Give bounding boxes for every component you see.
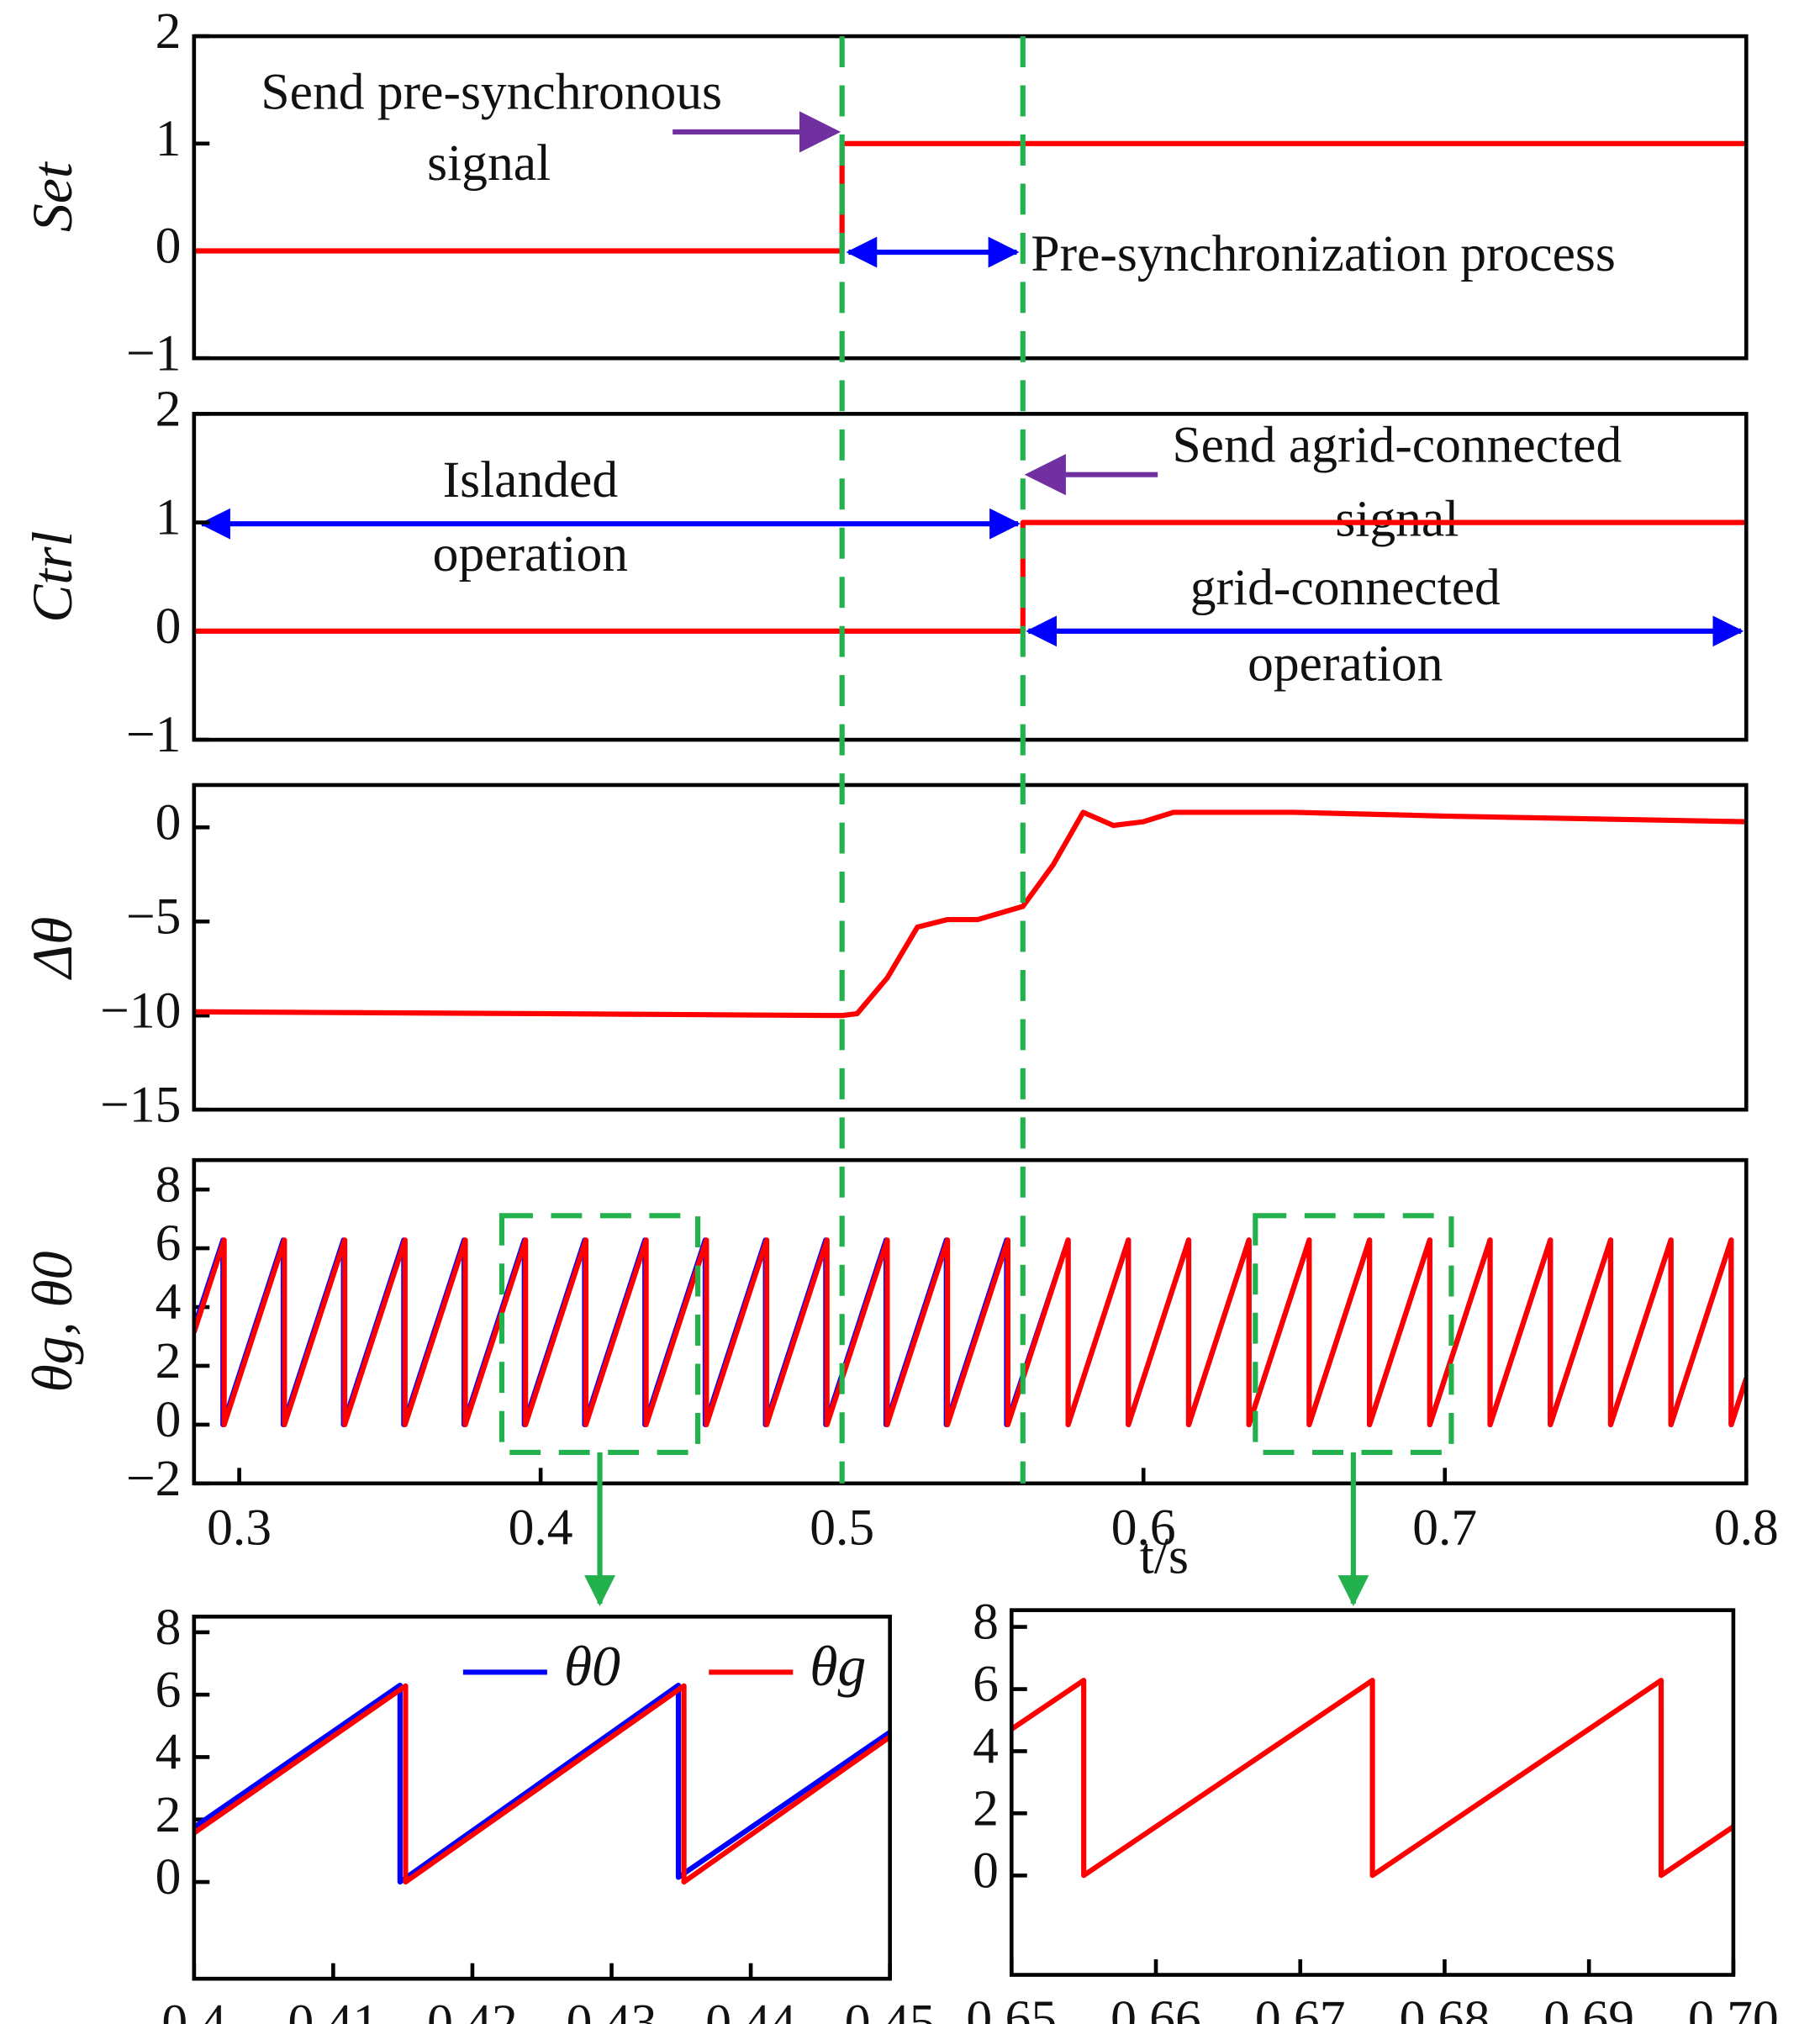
annotation: Islanded <box>443 451 619 509</box>
y-tick-label: 1 <box>156 110 182 167</box>
y-tick-label: 8 <box>973 1594 999 1651</box>
x-tick-label: 0.4 <box>161 1995 226 2024</box>
annotation: Pre-synchronization process <box>1031 225 1615 282</box>
x-tick-label: 0.42 <box>427 1995 518 2024</box>
x-tick-label: 0.7 <box>1412 1499 1477 1556</box>
annotation: operation <box>433 525 628 582</box>
x-tick-label: 0.69 <box>1543 1990 1634 2024</box>
y-tick-label: 4 <box>156 1273 182 1331</box>
annotation: operation <box>1248 635 1443 693</box>
y-tick-label: −2 <box>126 1450 181 1507</box>
plot-frame <box>1009 1608 1736 1977</box>
annotation: signal <box>427 134 551 192</box>
x-tick-label: 0.8 <box>1714 1499 1779 1556</box>
y-tick-label: −1 <box>126 324 181 382</box>
y-tick-label: 6 <box>156 1215 182 1272</box>
legend-label: θ0 <box>564 1635 620 1698</box>
annotation: signal <box>1335 490 1459 547</box>
x-tick-label: 0.45 <box>845 1995 936 2024</box>
series-line <box>193 1683 890 1885</box>
x-tick-label: 0.44 <box>705 1995 796 2024</box>
x-tick-label: 0.43 <box>567 1995 657 2024</box>
y-tick-label: 6 <box>156 1661 182 1718</box>
y-tick-label: −5 <box>126 888 181 945</box>
annotation: Send pre-synchronous <box>261 64 722 121</box>
x-axis-label: t/s <box>1140 1527 1189 1584</box>
y-tick-label: 0 <box>156 1391 182 1448</box>
x-tick-label: 0.41 <box>288 1995 379 2024</box>
zoom-box <box>499 1213 701 1455</box>
plot-frame <box>192 34 1749 361</box>
y-tick-label: 2 <box>156 1332 182 1389</box>
y-axis-label: Ctrl <box>21 531 84 623</box>
y-tick-label: 0 <box>156 1848 182 1905</box>
zoom-box <box>1253 1213 1454 1455</box>
y-tick-label: 8 <box>156 1156 182 1213</box>
x-tick-label: 0.70 <box>1688 1990 1779 2024</box>
y-tick-label: −10 <box>100 982 181 1039</box>
series-line <box>193 1682 890 1885</box>
y-tick-label: −1 <box>126 706 181 763</box>
series-line <box>193 1237 1747 1427</box>
y-tick-label: 4 <box>973 1718 999 1775</box>
y-tick-label: 2 <box>156 1786 182 1843</box>
y-tick-label: 0 <box>156 218 182 275</box>
y-axis-label: θg, θ0 <box>21 1251 84 1392</box>
x-tick-label: 0.6 <box>1111 1499 1176 1556</box>
x-tick-label: 0.5 <box>810 1499 874 1556</box>
y-tick-label: 2 <box>156 3 182 60</box>
y-tick-label: 8 <box>156 1599 182 1656</box>
y-tick-label: 0 <box>156 793 182 851</box>
series-line <box>193 1237 1747 1427</box>
plot-frame <box>192 1157 1749 1486</box>
annotation: Send agrid-connected <box>1172 417 1622 474</box>
y-tick-label: 2 <box>973 1779 999 1837</box>
y-axis-label: Δθ <box>21 917 84 981</box>
y-tick-label: 4 <box>156 1724 182 1781</box>
series-line <box>1011 1678 1733 1879</box>
annotation: grid-connected <box>1190 559 1501 616</box>
x-tick-label: 0.68 <box>1400 1990 1490 2024</box>
y-tick-label: 6 <box>973 1656 999 1713</box>
series-line <box>193 809 1747 1019</box>
plot-frame <box>192 1615 892 1981</box>
y-tick-label: 0 <box>973 1842 999 1899</box>
x-tick-label: 0.66 <box>1110 1990 1201 2024</box>
x-tick-label: 0.65 <box>966 1990 1057 2024</box>
series-line <box>193 519 1747 634</box>
x-tick-label: 0.3 <box>207 1499 272 1556</box>
plot-frame <box>192 783 1749 1112</box>
y-axis-label: Set <box>21 161 84 232</box>
y-tick-label: 0 <box>156 598 182 655</box>
x-tick-label: 0.4 <box>509 1499 573 1556</box>
y-tick-label: 2 <box>156 380 182 437</box>
y-tick-label: −15 <box>100 1076 181 1133</box>
x-tick-label: 0.67 <box>1255 1990 1346 2024</box>
legend-label: θg <box>810 1635 866 1698</box>
y-tick-label: 1 <box>156 489 182 546</box>
plot-frame <box>192 412 1749 742</box>
